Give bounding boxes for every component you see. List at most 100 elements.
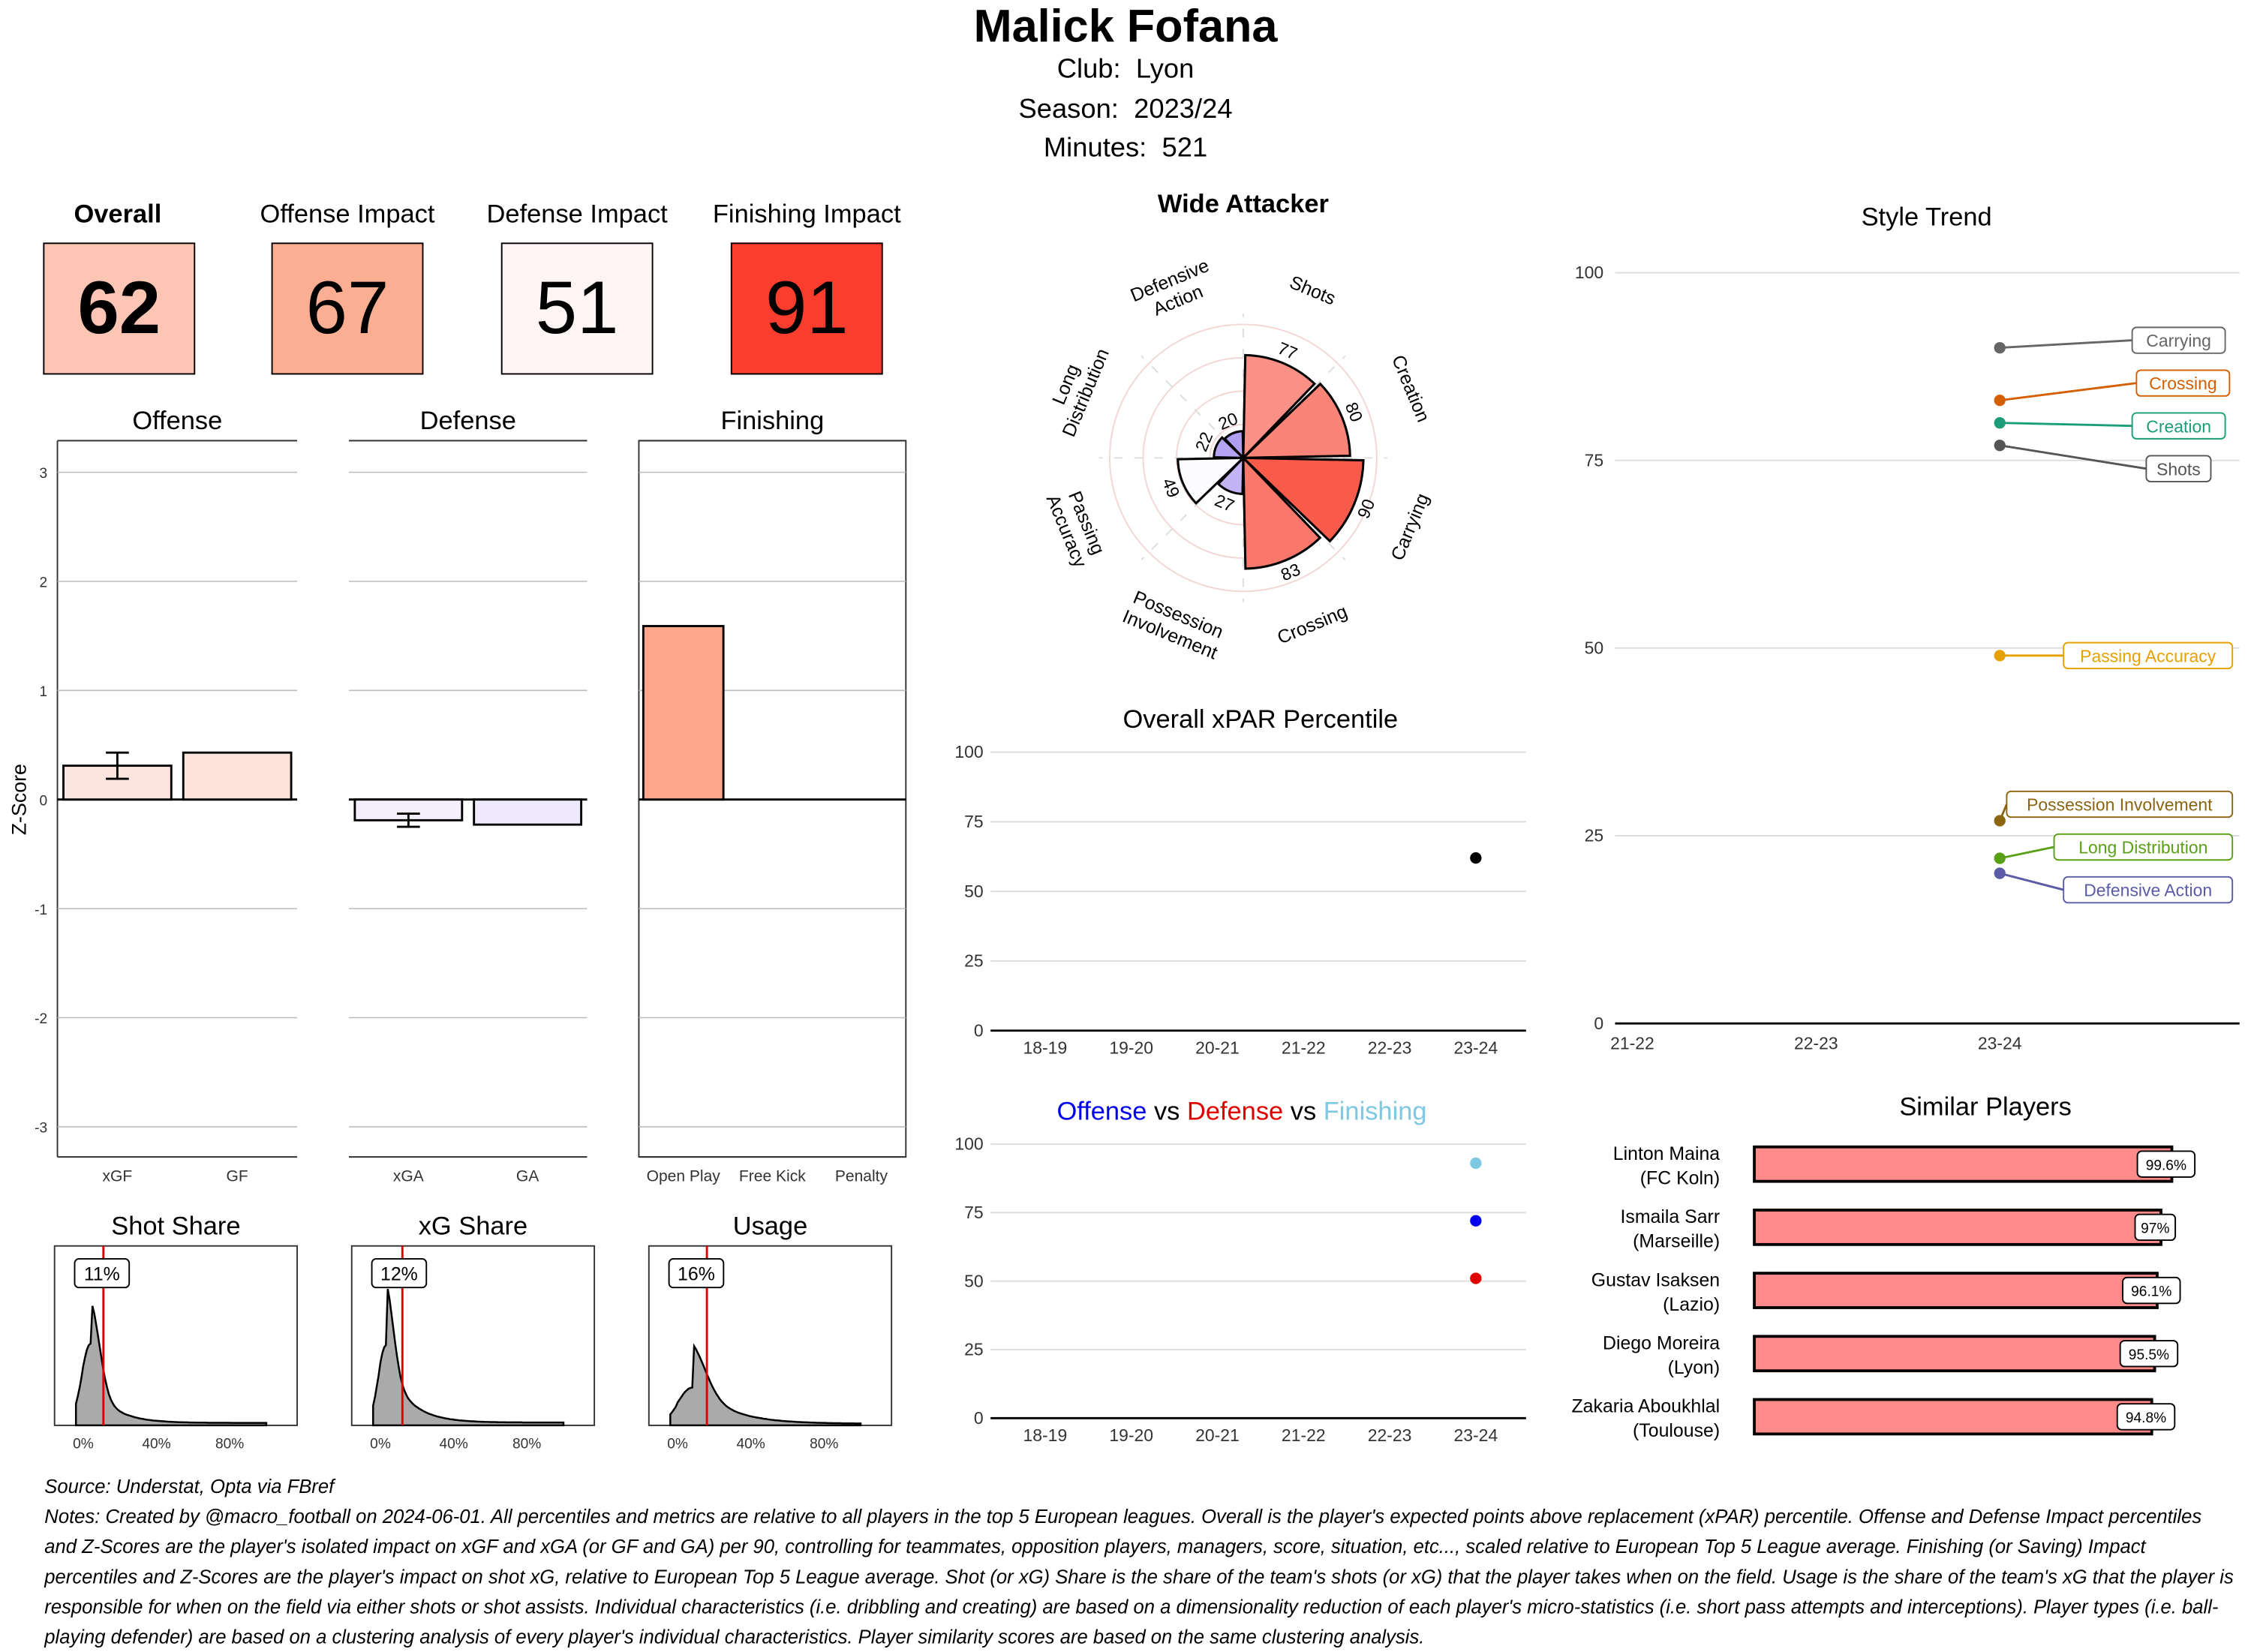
label-connector [2000, 422, 2132, 428]
x-tick-label: 21-22 [1282, 1425, 1326, 1445]
y-tick-label: 100 [954, 742, 983, 761]
trend-label: Possession Involvement [2027, 795, 2213, 815]
value-label-box [74, 1258, 131, 1289]
radar-value-label: 20 [1216, 408, 1241, 434]
xpar-percentile-chart: Overall xPAR Percentile 100 75 50 25 0 18-19 19… [954, 705, 1526, 1057]
similarity-label-box [2136, 1150, 2196, 1178]
radar-wedge-passing-accuracy [1177, 456, 1246, 505]
y-tick-label: 25 [964, 1340, 984, 1359]
density-xg-share: xG Share 12% 0% 40% 80% [350, 1212, 596, 1452]
trend-label-box [2063, 876, 2234, 904]
defense-impact-label: Defense Impact [486, 199, 668, 229]
club-line: Club: Lyon [1057, 55, 1195, 86]
similarity-label: 94.8% [2126, 1410, 2166, 1426]
similarity-label-box [2134, 1213, 2177, 1242]
x-tick-label: 18-19 [1023, 1038, 1068, 1057]
radar-category-label: Shots [1287, 272, 1339, 309]
x-tick-label: Free Kick [739, 1168, 806, 1185]
y-tick-label: 0 [974, 1020, 984, 1040]
radar-category-label: Carrying [1387, 491, 1433, 564]
value-label-box [668, 1258, 725, 1289]
minutes-value: 521 [1162, 133, 1208, 164]
similarity-bar [1753, 1145, 2174, 1183]
x-tick-label: 0% [73, 1437, 94, 1452]
radar-category-label: LongDistribution [1038, 338, 1113, 440]
x-tick-label: 23-24 [1454, 1425, 1498, 1445]
similar-player-club: (Marseille) [1633, 1231, 1720, 1252]
x-tick-label: GF [227, 1168, 248, 1185]
trend-point-creation [1994, 417, 2006, 429]
notes-text: Notes: Created by @macro_football on 202… [44, 1506, 2234, 1648]
facet-title: Defense [420, 407, 516, 435]
density-title: xG Share [419, 1212, 527, 1240]
style-trend-chart: Style Trend 100 75 50 25 0 21-22 22-23 23-24 Carr… [1575, 203, 2240, 1053]
radar-wedge-shots [1242, 353, 1317, 461]
trend-label-box [2006, 790, 2234, 818]
x-tick-label: 20-21 [1195, 1038, 1240, 1057]
similar-player-name: Gustav Isaksen [1591, 1269, 1720, 1290]
data-point-offense [1470, 1215, 1482, 1227]
x-tick-label: 21-22 [1282, 1038, 1326, 1057]
y-tick-label: -1 [35, 903, 47, 918]
data-point-defense [1470, 1272, 1482, 1284]
defense-impact-box: 51 [500, 242, 654, 375]
club-label: Club: [1056, 54, 1121, 85]
x-tick-label: 0% [370, 1437, 391, 1452]
x-tick-label: 40% [142, 1437, 170, 1452]
x-tick-label: 19-20 [1109, 1038, 1153, 1057]
similar-player-club: (FC Koln) [1640, 1167, 1720, 1188]
x-tick-label: 19-20 [1109, 1425, 1153, 1445]
bar-open-play [642, 625, 725, 801]
density-curve [74, 1305, 268, 1427]
trend-label: Shots [2156, 459, 2201, 479]
value-label: 16% [678, 1264, 715, 1285]
trend-label-box [2053, 833, 2234, 861]
y-tick-label: 2 [39, 575, 47, 591]
title-part: Defense [1180, 1097, 1283, 1125]
similar-player-club: (Toulouse) [1633, 1420, 1720, 1441]
charts-canvas: Z-Score 3 2 1 0 -1 -2 -3 Offense xGF GF Defense xGA G… [8, 190, 2240, 1452]
bar-ga [473, 798, 583, 826]
label-connector [1999, 846, 2054, 860]
bar-gf [182, 751, 293, 801]
trend-point-carrying [1994, 341, 2006, 354]
y-tick-label: 50 [964, 1271, 984, 1290]
radar-ring [1109, 323, 1378, 593]
similarity-label-box [2116, 1403, 2176, 1431]
chart-title: Style Trend [1862, 203, 1992, 231]
data-point [1470, 852, 1482, 864]
y-tick-label: 75 [964, 1203, 984, 1222]
trend-label-box [2145, 455, 2212, 482]
x-tick-label: 22-23 [1794, 1034, 1838, 1053]
trend-label: Long Distribution [2078, 838, 2207, 858]
y-tick-label: 0 [39, 793, 47, 809]
trend-point-possession-involvement [1994, 815, 2006, 827]
impact-percentile-chart: Offense vs Defense vs Finishing 100 75 50 25… [954, 1097, 1526, 1445]
trend-point-passing-accuracy [1994, 650, 2006, 662]
y-tick-label: 100 [954, 1134, 983, 1154]
y-tick-label: -3 [35, 1121, 47, 1137]
x-tick-label: 18-19 [1023, 1425, 1068, 1445]
radar-value-label: 27 [1212, 490, 1237, 515]
x-tick-label: 80% [810, 1437, 838, 1452]
y-axis-label: Z-Score [8, 764, 30, 835]
radar-wedge-carrying [1240, 456, 1365, 543]
similarity-label-box [2119, 1340, 2179, 1368]
minutes-label: Minutes: [1043, 133, 1147, 164]
value-label: 12% [380, 1264, 418, 1285]
trend-point-defensive-action [1994, 867, 2006, 879]
chart-title: Similar Players [1899, 1093, 2072, 1122]
similarity-label: 97% [2141, 1221, 2169, 1237]
radar-wedge-defensive-action [1223, 430, 1245, 461]
x-tick-label: 23-24 [1454, 1038, 1498, 1057]
x-tick-label: xGA [393, 1168, 424, 1185]
trend-label-box [2063, 641, 2234, 670]
x-tick-label: Penalty [835, 1168, 888, 1185]
radar-value-label: 80 [1342, 399, 1367, 425]
similarity-bar [1753, 1398, 2153, 1436]
x-tick-label: 22-23 [1368, 1038, 1412, 1057]
density-title: Usage [733, 1212, 808, 1240]
x-tick-label: 22-23 [1368, 1425, 1412, 1445]
trend-point-shots [1994, 440, 2006, 452]
x-tick-label: Open Play [647, 1168, 721, 1185]
